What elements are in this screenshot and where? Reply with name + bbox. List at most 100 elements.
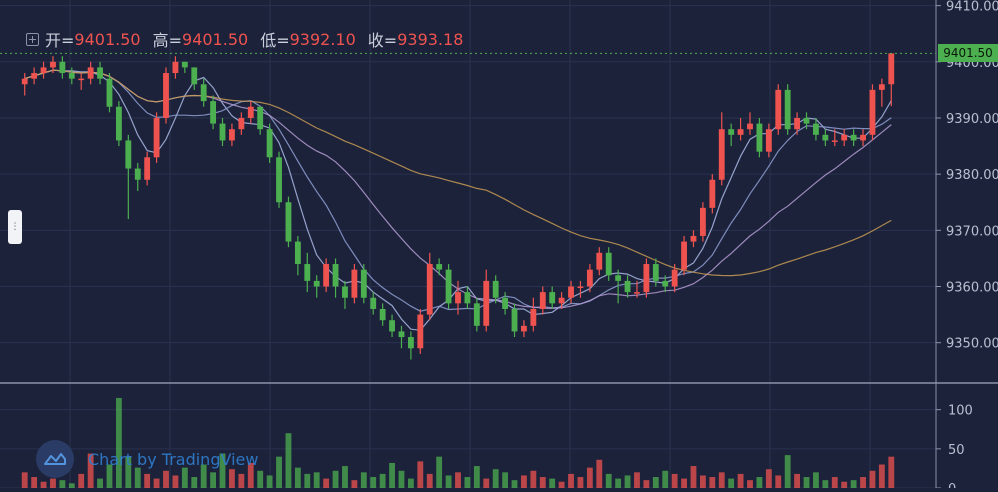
volume-bar	[379, 473, 386, 488]
volume-bar	[577, 477, 584, 488]
volume-bar	[210, 472, 217, 488]
volume-bar	[596, 459, 603, 488]
price-tick-label: 9360.00	[946, 281, 998, 296]
grip-icon: ⋮	[10, 222, 20, 232]
volume-bar	[304, 473, 311, 488]
volume-bar	[59, 480, 66, 488]
candle-body	[850, 134, 857, 141]
volume-bar	[134, 467, 141, 488]
candle-body	[492, 280, 499, 298]
volume-bar	[407, 478, 414, 488]
candle-body	[407, 337, 414, 349]
volume-bar	[417, 461, 424, 488]
volume-bar	[445, 475, 452, 488]
candle-body	[756, 123, 763, 152]
volume-bar	[681, 478, 687, 488]
volume-bar	[78, 473, 85, 488]
candle-body	[784, 89, 791, 130]
candle-body	[229, 129, 235, 141]
candle-body	[304, 264, 311, 281]
price-tick-label: 9390.00	[946, 112, 998, 127]
volume-bar	[643, 480, 650, 488]
candle-body	[360, 269, 367, 298]
price-tick-label: 9370.00	[946, 224, 998, 239]
volume-bar	[21, 472, 28, 488]
volume-bar	[294, 467, 301, 488]
volume-bar	[502, 472, 509, 488]
candle-body	[163, 73, 169, 118]
candle-body	[181, 61, 188, 68]
volume-bar	[266, 475, 273, 488]
volume-bar	[398, 470, 405, 488]
low-value: 9392.10	[289, 29, 356, 49]
candle-body	[332, 264, 339, 287]
moving-average-line-50	[24, 69, 892, 277]
tradingview-watermark[interactable]: Chart by TradingView	[36, 440, 258, 478]
moving-average-line-20	[24, 69, 892, 310]
volume-bar	[690, 466, 697, 488]
volume-bar	[615, 478, 622, 488]
expand-icon[interactable]	[26, 32, 39, 46]
candle-body	[200, 84, 207, 102]
volume-bar	[285, 433, 292, 488]
candle-body	[68, 73, 75, 79]
volume-bar	[709, 477, 716, 488]
open-label: 开=	[45, 31, 75, 50]
volume-bar	[181, 467, 188, 488]
volume-bar	[511, 480, 518, 488]
candle-body	[888, 53, 895, 85]
candle-body	[558, 297, 565, 304]
candle-body	[106, 78, 113, 107]
volume-bar	[841, 481, 848, 488]
volume-bar	[869, 470, 876, 488]
candle-body	[586, 269, 593, 287]
volume-bar	[200, 464, 207, 488]
volume-bar	[247, 462, 254, 488]
volume-tick-label: 0	[948, 482, 956, 488]
candle-body	[50, 61, 56, 68]
close-label: 收=	[367, 31, 398, 50]
candle-body	[728, 129, 735, 135]
candle-body	[473, 303, 480, 326]
volume-bar	[803, 477, 810, 488]
candle-body	[831, 140, 838, 142]
candle-body	[238, 117, 245, 130]
volume-bar	[68, 483, 75, 488]
candle-body	[775, 89, 782, 130]
volume-bar	[775, 475, 782, 488]
candle-body	[417, 314, 424, 349]
tradingview-logo-icon	[36, 440, 74, 478]
candle-body	[276, 157, 282, 203]
volume-bar	[313, 472, 320, 488]
volume-bar	[662, 470, 669, 488]
price-tick-label: 9380.00	[946, 168, 998, 183]
candle-body	[718, 129, 725, 180]
candle-body	[370, 297, 377, 309]
volume-bar	[568, 473, 574, 488]
volume-bar	[115, 397, 122, 488]
volume-bar	[483, 478, 490, 488]
candle-body	[351, 269, 358, 298]
candle-body	[323, 264, 330, 287]
volume-bar	[860, 477, 866, 488]
candle-body	[342, 286, 348, 298]
candle-body	[445, 269, 452, 304]
candle-body	[219, 123, 226, 141]
candle-body	[530, 308, 537, 326]
candle-body	[144, 157, 151, 180]
candle-body	[191, 67, 198, 85]
volume-bar	[144, 473, 151, 488]
candle-body	[878, 84, 885, 90]
candle-body	[115, 106, 122, 141]
close-value: 9393.18	[397, 29, 464, 49]
volume-bar	[257, 470, 264, 488]
candle-body	[153, 117, 160, 158]
volume-bar	[558, 481, 565, 488]
candle-body	[134, 168, 141, 180]
candle-body	[643, 264, 650, 293]
side-panel-handle[interactable]: ⋮	[8, 210, 22, 244]
volume-bar	[219, 453, 226, 488]
